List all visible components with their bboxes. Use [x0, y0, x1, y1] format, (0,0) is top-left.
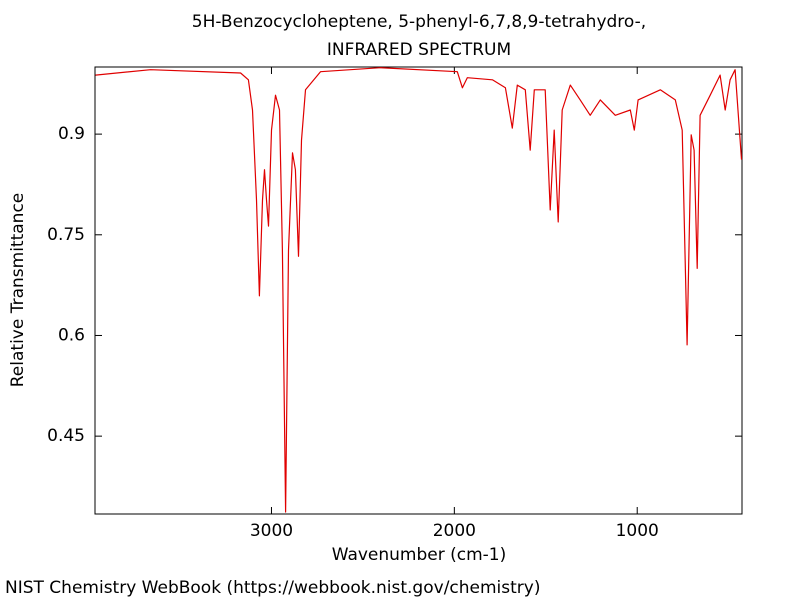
- chart-title: 5H-Benzocycloheptene, 5-phenyl-6,7,8,9-t…: [192, 12, 646, 32]
- chart-subtitle: INFRARED SPECTRUM: [327, 40, 511, 60]
- spectrum-line: [95, 67, 743, 513]
- plot-frame: [94, 66, 743, 515]
- y-axis-label: Relative Transmittance: [8, 193, 28, 388]
- x-tick-label: 1000: [616, 521, 659, 541]
- x-tick-label: 2000: [433, 521, 476, 541]
- footer: NIST Chemistry WebBook (https://webbook.…: [5, 578, 540, 598]
- y-tick-label: 0.9: [58, 124, 85, 144]
- x-tick-label: 3000: [250, 521, 293, 541]
- x-axis-label: Wavenumber (cm-1): [332, 545, 507, 565]
- y-tick-label: 0.6: [58, 325, 85, 345]
- y-tick-label: 0.75: [47, 225, 85, 245]
- y-tick-label: 0.45: [47, 426, 85, 446]
